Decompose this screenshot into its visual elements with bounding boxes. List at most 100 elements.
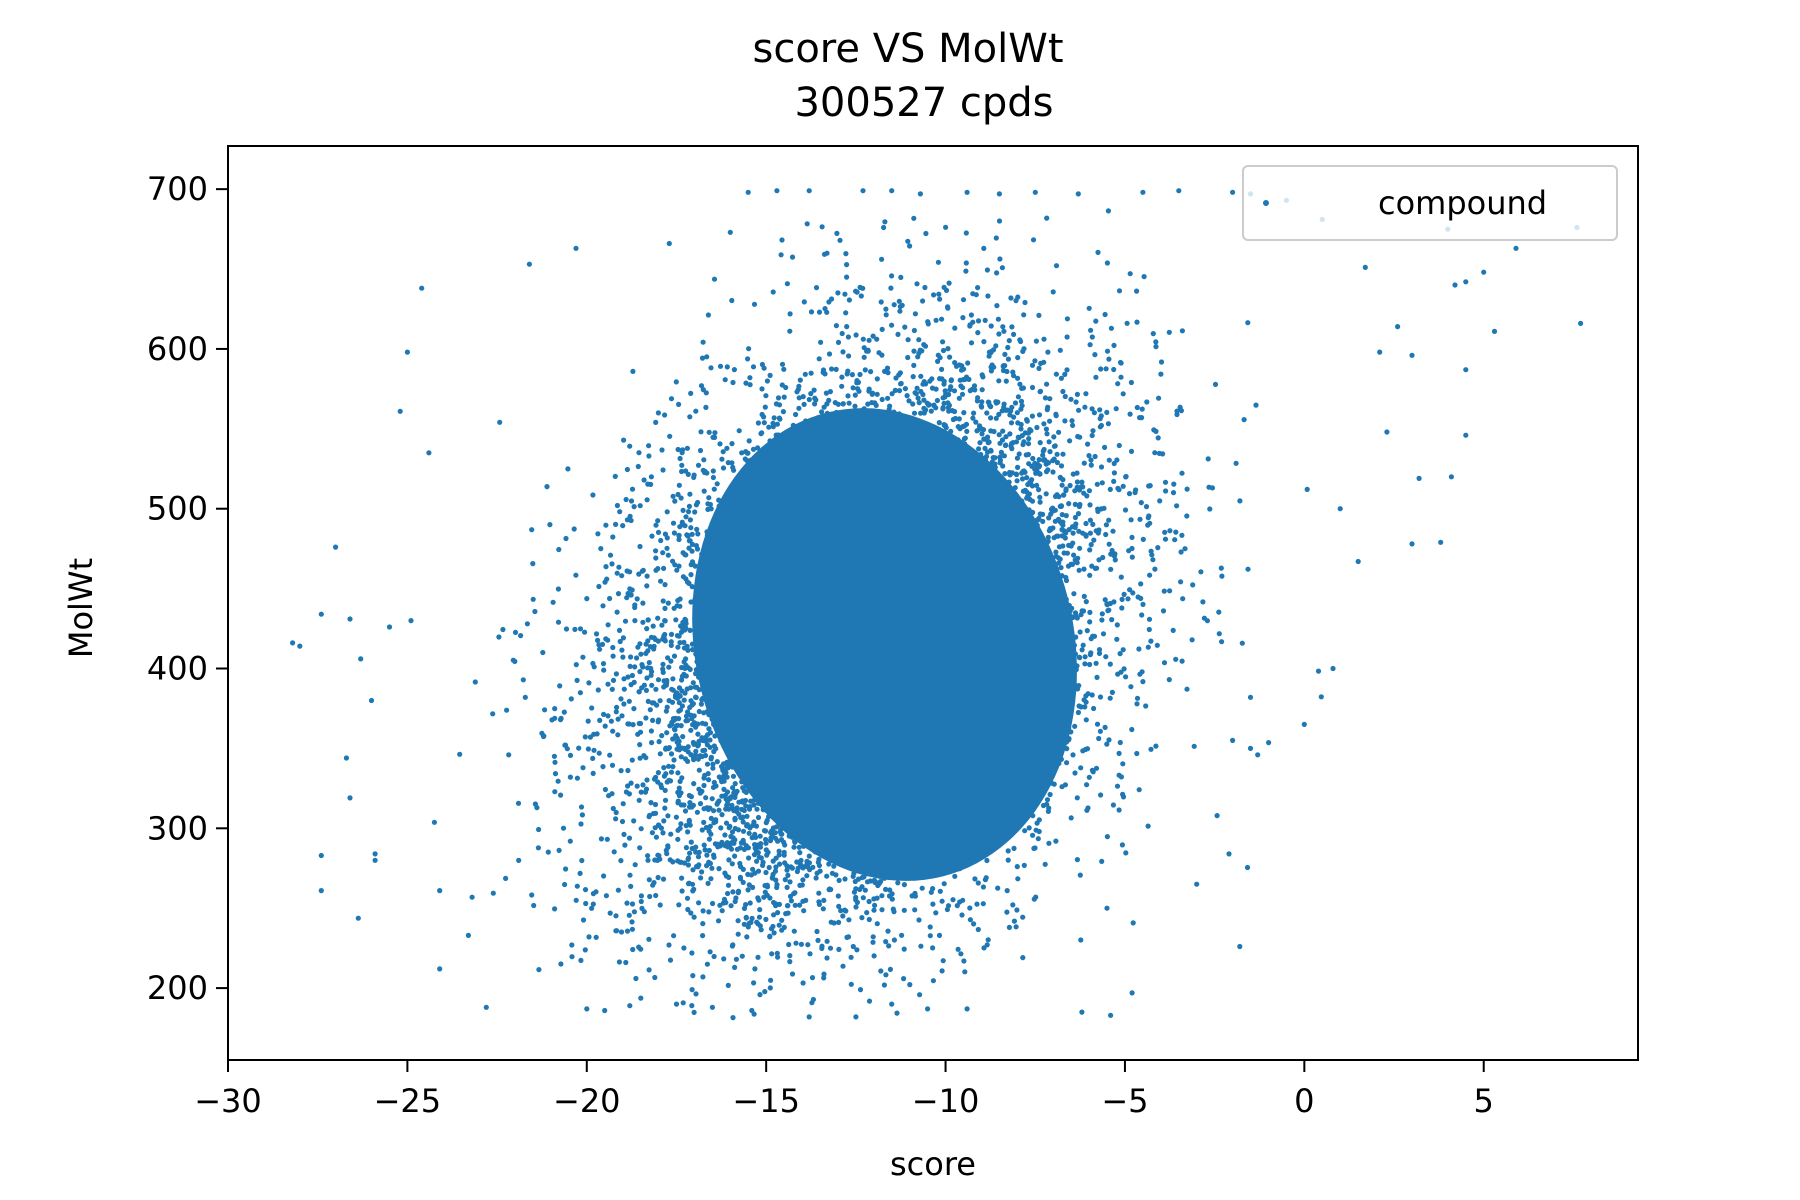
data-point bbox=[732, 853, 738, 859]
data-point bbox=[681, 639, 687, 646]
data-point bbox=[579, 812, 586, 818]
data-point bbox=[866, 898, 872, 905]
data-point bbox=[680, 507, 686, 513]
data-point bbox=[1076, 528, 1082, 534]
data-point bbox=[1120, 647, 1126, 653]
data-point bbox=[770, 289, 776, 295]
data-point bbox=[887, 403, 893, 409]
data-point bbox=[700, 933, 706, 939]
data-point bbox=[1019, 385, 1025, 391]
data-point bbox=[1095, 249, 1101, 255]
data-point bbox=[1011, 331, 1017, 337]
data-point bbox=[724, 445, 730, 451]
data-point bbox=[828, 919, 834, 925]
data-point bbox=[643, 687, 650, 694]
data-point bbox=[1006, 338, 1012, 344]
data-point bbox=[1090, 521, 1096, 528]
data-point bbox=[839, 383, 845, 389]
data-point bbox=[652, 801, 659, 808]
data-point bbox=[1003, 434, 1009, 440]
data-point bbox=[1233, 460, 1239, 466]
data-point bbox=[994, 303, 1000, 309]
data-point bbox=[1102, 311, 1108, 318]
data-point bbox=[636, 571, 642, 577]
data-point bbox=[1110, 528, 1116, 534]
data-point bbox=[1097, 728, 1103, 734]
data-point bbox=[1021, 439, 1027, 445]
data-point bbox=[750, 884, 756, 891]
data-point bbox=[796, 844, 802, 850]
data-point bbox=[710, 474, 717, 481]
data-point bbox=[681, 860, 688, 866]
data-point bbox=[1074, 795, 1080, 801]
data-point bbox=[821, 975, 827, 981]
data-point bbox=[813, 875, 819, 881]
data-point bbox=[589, 705, 595, 711]
data-point bbox=[868, 369, 874, 375]
data-point bbox=[644, 675, 650, 681]
data-point bbox=[1171, 481, 1177, 487]
data-point bbox=[672, 562, 678, 568]
data-point bbox=[613, 913, 619, 919]
data-point bbox=[1066, 542, 1072, 549]
chart-subtitle: 300527 cpds bbox=[794, 80, 1053, 126]
data-point bbox=[598, 836, 605, 842]
data-point bbox=[714, 481, 720, 487]
data-point bbox=[785, 872, 791, 879]
data-point bbox=[667, 957, 674, 963]
data-point bbox=[1145, 644, 1151, 650]
data-point bbox=[660, 550, 666, 556]
data-point bbox=[652, 974, 658, 981]
data-point bbox=[984, 267, 991, 273]
data-point bbox=[619, 647, 625, 653]
data-point bbox=[759, 361, 766, 368]
data-point bbox=[911, 410, 918, 416]
data-point bbox=[567, 838, 573, 844]
data-point bbox=[725, 890, 731, 897]
data-point bbox=[585, 718, 591, 724]
data-point bbox=[1137, 415, 1143, 421]
data-point bbox=[1057, 347, 1063, 353]
data-point bbox=[769, 951, 775, 957]
data-point bbox=[757, 833, 763, 839]
data-point bbox=[675, 446, 681, 453]
data-point bbox=[705, 880, 711, 887]
data-point bbox=[620, 654, 626, 660]
data-point bbox=[755, 420, 762, 426]
data-point bbox=[848, 954, 854, 960]
data-point bbox=[576, 745, 582, 751]
data-point bbox=[707, 949, 713, 955]
data-point bbox=[874, 376, 880, 382]
data-point bbox=[624, 900, 630, 906]
data-point bbox=[572, 626, 578, 633]
data-point bbox=[801, 299, 807, 305]
data-point bbox=[988, 415, 994, 421]
data-point bbox=[1127, 411, 1133, 417]
data-point bbox=[651, 776, 658, 782]
data-point bbox=[597, 717, 603, 724]
data-point bbox=[1152, 566, 1158, 572]
data-point bbox=[879, 893, 885, 899]
data-point bbox=[674, 567, 680, 573]
data-point bbox=[606, 793, 612, 799]
data-point bbox=[547, 522, 553, 528]
data-point bbox=[687, 414, 693, 420]
data-point bbox=[1105, 421, 1111, 427]
data-point bbox=[701, 819, 707, 826]
data-point bbox=[614, 502, 621, 509]
data-point bbox=[746, 438, 752, 444]
data-point bbox=[777, 861, 783, 867]
data-point bbox=[529, 527, 535, 533]
data-point bbox=[1044, 431, 1050, 437]
data-point bbox=[713, 817, 719, 823]
data-point bbox=[937, 376, 943, 382]
data-point bbox=[986, 439, 992, 445]
data-point bbox=[1245, 566, 1251, 572]
data-point bbox=[706, 777, 712, 783]
data-point bbox=[469, 894, 475, 900]
data-point bbox=[624, 928, 631, 934]
data-point bbox=[700, 339, 706, 345]
data-point bbox=[670, 736, 676, 742]
data-point bbox=[665, 655, 671, 661]
data-point bbox=[1111, 470, 1117, 476]
